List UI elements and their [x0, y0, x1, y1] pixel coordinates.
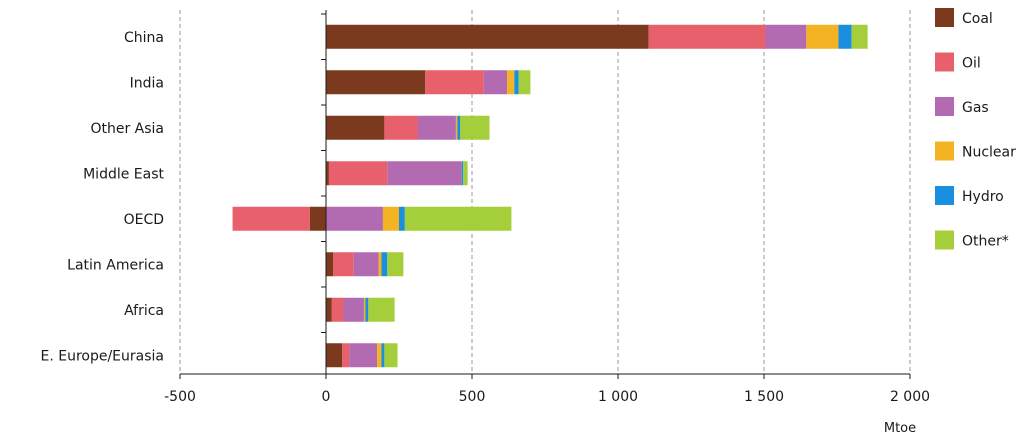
bar-segment-other: [463, 161, 468, 186]
bar-segment-oil: [328, 161, 388, 186]
x-tick-label: 0: [322, 389, 331, 405]
legend-label: Other*: [962, 234, 1009, 250]
x-tick-label: 1 500: [744, 389, 784, 405]
bar-segment-nuclear: [455, 115, 458, 140]
bar-segment-coal: [326, 297, 332, 322]
legend-swatch: [935, 8, 954, 27]
bar-segment-oil: [384, 115, 418, 140]
bar-segment-gas: [387, 161, 462, 186]
gridlines: [179, 10, 911, 374]
bar-segment-oil: [342, 343, 350, 368]
bar-segment-coal: [326, 70, 426, 95]
legend-label: Hydro: [962, 189, 1004, 205]
bar-segment-hydro: [514, 70, 519, 95]
bar-segment-gas: [417, 115, 456, 140]
legend-swatch: [935, 52, 954, 72]
legend-label: Oil: [962, 56, 981, 72]
category-label: E. Europe/Eurasia: [40, 348, 164, 364]
bar-segment-oil: [333, 252, 354, 277]
x-tick-label: 500: [459, 389, 486, 405]
bar-segment-nuclear: [363, 297, 366, 322]
bar-segment-other: [404, 206, 512, 231]
legend-swatch: [935, 230, 954, 250]
legend-label: Coal: [962, 11, 993, 27]
legend-label: Nuclear: [962, 145, 1016, 161]
bar-segment-coal: [326, 115, 385, 140]
bar-segment-gas: [483, 70, 508, 95]
axes: China India Other Asia Middle East OECD Latin…: [40, 10, 930, 436]
bar-segment-hydro: [365, 297, 369, 322]
x-tick-label: 2 000: [890, 389, 930, 405]
x-tick-label: 1 000: [598, 389, 638, 405]
x-axis-label: Mtoe: [884, 421, 916, 436]
bar-segment-oil: [331, 297, 344, 322]
category-label: China: [124, 30, 164, 46]
bar-segment-other: [384, 343, 398, 368]
category-label: India: [130, 75, 164, 91]
bar-segment-gas: [353, 252, 379, 277]
bar-segment-other: [460, 115, 490, 140]
legend-label: Gas: [962, 100, 989, 116]
legend: Coal Oil Gas Nuclear Hydro Other*: [935, 8, 1016, 250]
category-label: Africa: [124, 303, 164, 319]
bar-segment-gas: [343, 297, 364, 322]
bar-segment-nuclear: [378, 252, 382, 277]
bar-segment-hydro: [457, 115, 461, 140]
bar-segment-hydro: [381, 343, 385, 368]
bar-segment-oil: [425, 70, 484, 95]
legend-swatch: [935, 186, 954, 205]
legend-swatch: [935, 97, 954, 116]
category-label: OECD: [124, 212, 164, 228]
bar-segment-coal: [326, 252, 334, 277]
bar-segment-nuclear: [377, 343, 382, 368]
bar-segment-gas: [349, 343, 378, 368]
bar-segment-hydro: [838, 24, 852, 49]
bar-segment-nuclear: [806, 24, 839, 49]
bar-segment-coal: [326, 343, 343, 368]
bar-segment-nuclear: [507, 70, 515, 95]
bar-segment-other: [518, 70, 531, 95]
bar-segment-hydro: [461, 161, 464, 186]
category-label: Other Asia: [90, 121, 164, 137]
bar-segment-hydro: [381, 252, 388, 277]
bar-segment-oil: [232, 206, 310, 231]
bar-segment-coal: [309, 206, 326, 231]
bar-segment-other: [368, 297, 395, 322]
bar-segment-other: [387, 252, 404, 277]
bar-segment-gas: [765, 24, 807, 49]
bar-segment-gas: [326, 206, 383, 231]
legend-swatch: [935, 141, 954, 161]
bar-segment-coal: [326, 24, 649, 49]
bar-segment-other: [851, 24, 868, 49]
bar-segment-nuclear: [382, 206, 399, 231]
bar-segment-hydro: [399, 206, 405, 231]
bar-segment-coal: [326, 161, 329, 186]
bar-segment-oil: [648, 24, 766, 49]
category-label: Middle East: [83, 166, 164, 182]
x-tick-label: -500: [164, 389, 196, 405]
category-label: Latin America: [67, 257, 164, 273]
bars: [232, 24, 868, 368]
